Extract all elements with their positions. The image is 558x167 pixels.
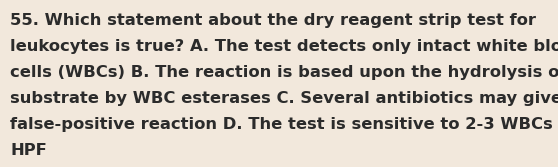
Text: cells (WBCs) B. The reaction is based upon the hydrolysis of: cells (WBCs) B. The reaction is based up… <box>10 65 558 80</box>
Text: 55. Which statement about the dry reagent strip test for: 55. Which statement about the dry reagen… <box>10 13 536 28</box>
Text: HPF: HPF <box>10 143 47 158</box>
Text: leukocytes is true? A. The test detects only intact white blood: leukocytes is true? A. The test detects … <box>10 39 558 54</box>
Text: substrate by WBC esterases C. Several antibiotics may give a: substrate by WBC esterases C. Several an… <box>10 91 558 106</box>
Text: false-positive reaction D. The test is sensitive to 2-3 WBCs per: false-positive reaction D. The test is s… <box>10 117 558 132</box>
